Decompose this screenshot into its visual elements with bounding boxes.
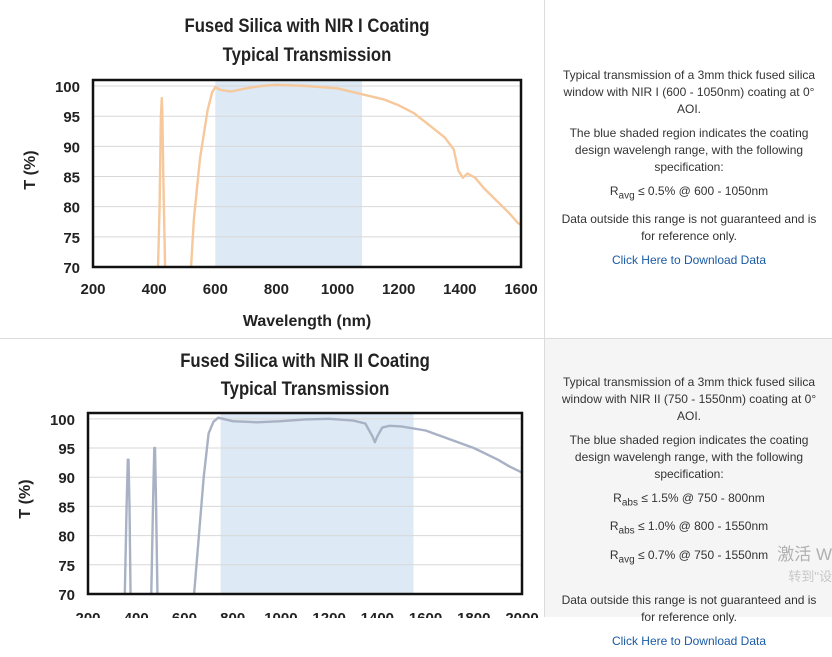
chart-title: Fused Silica with NIR I Coating (185, 15, 430, 36)
y-axis-label: T (%) (17, 479, 34, 518)
y-tick-label: 75 (63, 230, 80, 247)
x-tick-label: 1000 (321, 281, 354, 298)
chart-cell-nir1: Fused Silica with NIR I Coating Typical T… (0, 0, 545, 338)
shading-note: The blue shaded region indicates the coa… (569, 433, 809, 481)
product-row-nir2: Fused Silica with NIR II Coating Typical … (0, 338, 832, 648)
description-text: Typical transmission of a 3mm thick fuse… (562, 68, 816, 116)
x-tick-label: 800 (264, 281, 289, 298)
description-cell-nir1: Typical transmission of a 3mm thick fuse… (545, 0, 832, 338)
x-tick-label: 1800 (457, 610, 490, 618)
disclaimer-text: Data outside this range is not guarantee… (561, 212, 817, 244)
chart-subtitle: Typical Transmission (223, 44, 392, 65)
x-tick-label: 400 (124, 610, 149, 618)
x-tick-label: 400 (142, 281, 167, 298)
series-line (123, 458, 132, 594)
shading-note: The blue shaded region indicates the coa… (569, 126, 809, 174)
y-tick-label: 85 (63, 170, 80, 187)
x-tick-label: 1600 (409, 610, 442, 618)
plot-frame (86, 411, 524, 596)
y-axis-label: T (%) (22, 150, 39, 189)
x-tick-label: 200 (75, 610, 100, 618)
product-row-nir1: Fused Silica with NIR I Coating Typical T… (0, 0, 832, 338)
disclaimer-text: Data outside this range is not guarantee… (561, 593, 817, 625)
coating-design-range (215, 80, 363, 267)
transmission-chart-nir2: Fused Silica with NIR II Coating Typical … (17, 350, 539, 618)
y-tick-label: 100 (50, 412, 75, 429)
transmission-chart-nir1: Fused Silica with NIR I Coating Typical T… (22, 15, 538, 330)
download-data-link[interactable]: Click Here to Download Data (611, 253, 767, 268)
chart-subtitle: Typical Transmission (221, 378, 390, 399)
y-tick-label: 80 (63, 200, 80, 217)
x-tick-label: 600 (172, 610, 197, 618)
y-tick-label: 85 (58, 499, 75, 516)
x-tick-label: 1000 (264, 610, 297, 618)
description-nir1: Typical transmission of a 3mm thick fuse… (559, 67, 819, 276)
description-nir2: Typical transmission of a 3mm thick fuse… (559, 374, 819, 657)
x-tick-label: 2000 (505, 610, 538, 618)
x-tick-label: 1400 (443, 281, 476, 298)
x-tick-label: 800 (220, 610, 245, 618)
y-tick-label: 90 (63, 139, 80, 156)
series-line (189, 83, 521, 267)
coating-design-range (220, 413, 414, 594)
series-line (156, 96, 167, 267)
description-text: Typical transmission of a 3mm thick fuse… (561, 375, 817, 423)
x-tick-label: 1400 (361, 610, 394, 618)
spec-line: Rabs ≤ 1.0% @ 800 - 1550nm (609, 519, 769, 537)
plot-frame (91, 78, 523, 269)
x-axis-label: Wavelength (nm) (243, 313, 371, 330)
y-tick-label: 100 (55, 79, 80, 96)
y-tick-label: 70 (63, 260, 80, 277)
x-tick-label: 1600 (504, 281, 537, 298)
description-cell-nir2: Typical transmission of a 3mm thick fuse… (545, 339, 832, 648)
x-tick-label: 1200 (312, 610, 345, 618)
y-tick-label: 90 (58, 470, 75, 487)
series-line (192, 416, 522, 594)
x-tick-label: 600 (203, 281, 228, 298)
spec-line: Ravg ≤ 0.7% @ 750 - 1550nm (609, 547, 769, 566)
activation-watermark-sub: 转到"设 (788, 569, 832, 584)
y-tick-label: 80 (58, 529, 75, 546)
x-tick-label: 1200 (382, 281, 415, 298)
spec-line: Rabs ≤ 1.5% @ 750 - 800nm (613, 491, 765, 509)
y-tick-label: 70 (58, 587, 75, 604)
activation-watermark: 激活 W (777, 545, 832, 564)
chart-cell-nir2: Fused Silica with NIR II Coating Typical … (0, 339, 545, 618)
chart-title: Fused Silica with NIR II Coating (180, 350, 430, 371)
y-tick-label: 95 (63, 109, 80, 126)
download-data-link[interactable]: Click Here to Download Data (611, 634, 767, 649)
y-tick-label: 75 (58, 558, 75, 575)
x-tick-label: 200 (80, 281, 105, 298)
series-line (150, 446, 159, 594)
spec-line: Ravg ≤ 0.5% @ 600 - 1050nm (609, 184, 769, 202)
y-tick-label: 95 (58, 441, 75, 458)
